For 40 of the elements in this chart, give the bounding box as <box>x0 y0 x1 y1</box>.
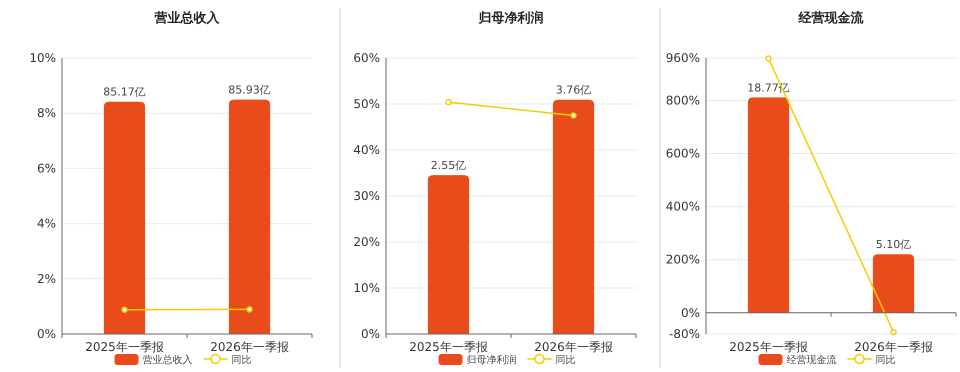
y-tick-label: -80% <box>668 327 700 341</box>
data-label: 85.17亿 <box>103 86 146 99</box>
y-tick-label: 6% <box>36 161 56 176</box>
chart-title: 归母净利润 <box>478 10 544 26</box>
x-tick-label: 2026年一季报 <box>534 340 613 354</box>
y-tick-label: 40% <box>353 143 380 157</box>
y-tick-label: 0% <box>680 306 700 320</box>
y-tick-label: 2% <box>36 272 56 286</box>
data-label: 2.55亿 <box>430 159 466 172</box>
y-tick-label: 200% <box>666 252 700 267</box>
legend-label: 营业总收入 <box>142 354 192 366</box>
legend-label: 经营现金流 <box>786 354 836 366</box>
y-tick-label: 8% <box>36 106 56 120</box>
y-tick-label: 30% <box>353 189 380 203</box>
y-tick-label: 20% <box>353 235 380 249</box>
y-tick-label: 0% <box>360 327 380 341</box>
chart-title: 经营现金流 <box>798 10 864 26</box>
legend-label: 同比 <box>232 354 252 366</box>
y-tick-label: 4% <box>36 216 56 231</box>
data-label: 5.10亿 <box>876 238 912 252</box>
x-tick-label: 2025年一季报 <box>85 340 164 354</box>
data-label: 3.76亿 <box>556 84 592 97</box>
chart-title: 营业总收入 <box>154 10 220 26</box>
y-tick-label: 0% <box>36 327 56 341</box>
x-tick-label: 2026年一季报 <box>210 340 289 354</box>
y-tick-label: 10% <box>353 281 380 295</box>
legend-label: 归母净利润 <box>466 354 516 366</box>
legend-label: 同比 <box>556 354 576 366</box>
x-tick-label: 2026年一季报 <box>854 340 933 354</box>
x-tick-label: 2025年一季报 <box>409 340 488 354</box>
y-tick-label: 960% <box>666 51 700 65</box>
y-tick-label: 60% <box>353 51 380 65</box>
legend-label: 同比 <box>876 354 896 366</box>
x-tick-label: 2025年一季报 <box>729 340 808 354</box>
y-tick-label: 400% <box>666 200 700 214</box>
y-tick-label: 800% <box>666 93 700 108</box>
data-label: 85.93亿 <box>228 84 271 97</box>
y-tick-label: 600% <box>666 146 700 161</box>
y-tick-label: 10% <box>29 51 56 65</box>
y-tick-label: 50% <box>353 97 380 111</box>
